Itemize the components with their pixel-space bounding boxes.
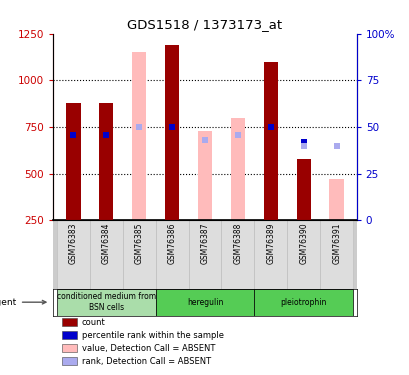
Text: GSM76387: GSM76387	[200, 222, 209, 264]
Bar	[65, 103, 80, 220]
Text: value, Detection Call = ABSENT: value, Detection Call = ABSENT	[81, 344, 214, 352]
Bar	[287, 220, 320, 288]
Text: percentile rank within the sample: percentile rank within the sample	[81, 331, 223, 340]
Bar	[122, 220, 155, 288]
Bar	[221, 220, 254, 288]
Bar	[62, 344, 77, 352]
Text: GSM76385: GSM76385	[134, 222, 143, 264]
Bar	[131, 53, 146, 220]
Text: GSM76384: GSM76384	[101, 222, 110, 264]
Text: GSM76386: GSM76386	[167, 222, 176, 264]
Bar	[329, 179, 344, 220]
Bar	[155, 288, 254, 316]
Text: GSM76389: GSM76389	[266, 222, 275, 264]
Text: rank, Detection Call = ABSENT: rank, Detection Call = ABSENT	[81, 357, 210, 366]
Bar	[62, 331, 77, 339]
Text: pleiotrophin: pleiotrophin	[280, 298, 326, 307]
Text: heregulin: heregulin	[187, 298, 222, 307]
Bar	[164, 45, 179, 220]
Title: GDS1518 / 1373173_at: GDS1518 / 1373173_at	[127, 18, 282, 31]
Text: count: count	[81, 318, 105, 327]
Text: GSM76388: GSM76388	[233, 222, 242, 264]
Bar	[99, 103, 113, 220]
Bar	[89, 220, 122, 288]
Text: GSM76390: GSM76390	[299, 222, 308, 264]
Bar	[263, 62, 278, 220]
Bar	[230, 118, 245, 220]
Bar	[197, 131, 212, 220]
Bar	[56, 220, 89, 288]
Bar	[254, 220, 287, 288]
Bar	[56, 288, 155, 316]
Bar	[62, 318, 77, 327]
Text: agent: agent	[0, 298, 46, 307]
Bar	[296, 159, 310, 220]
Text: conditioned medium from
BSN cells: conditioned medium from BSN cells	[56, 292, 155, 312]
Bar	[188, 220, 221, 288]
Text: GSM76391: GSM76391	[332, 222, 341, 264]
Text: GSM76383: GSM76383	[68, 222, 77, 264]
Bar	[254, 288, 353, 316]
Bar	[62, 357, 77, 365]
Bar	[320, 220, 353, 288]
Bar	[155, 220, 188, 288]
